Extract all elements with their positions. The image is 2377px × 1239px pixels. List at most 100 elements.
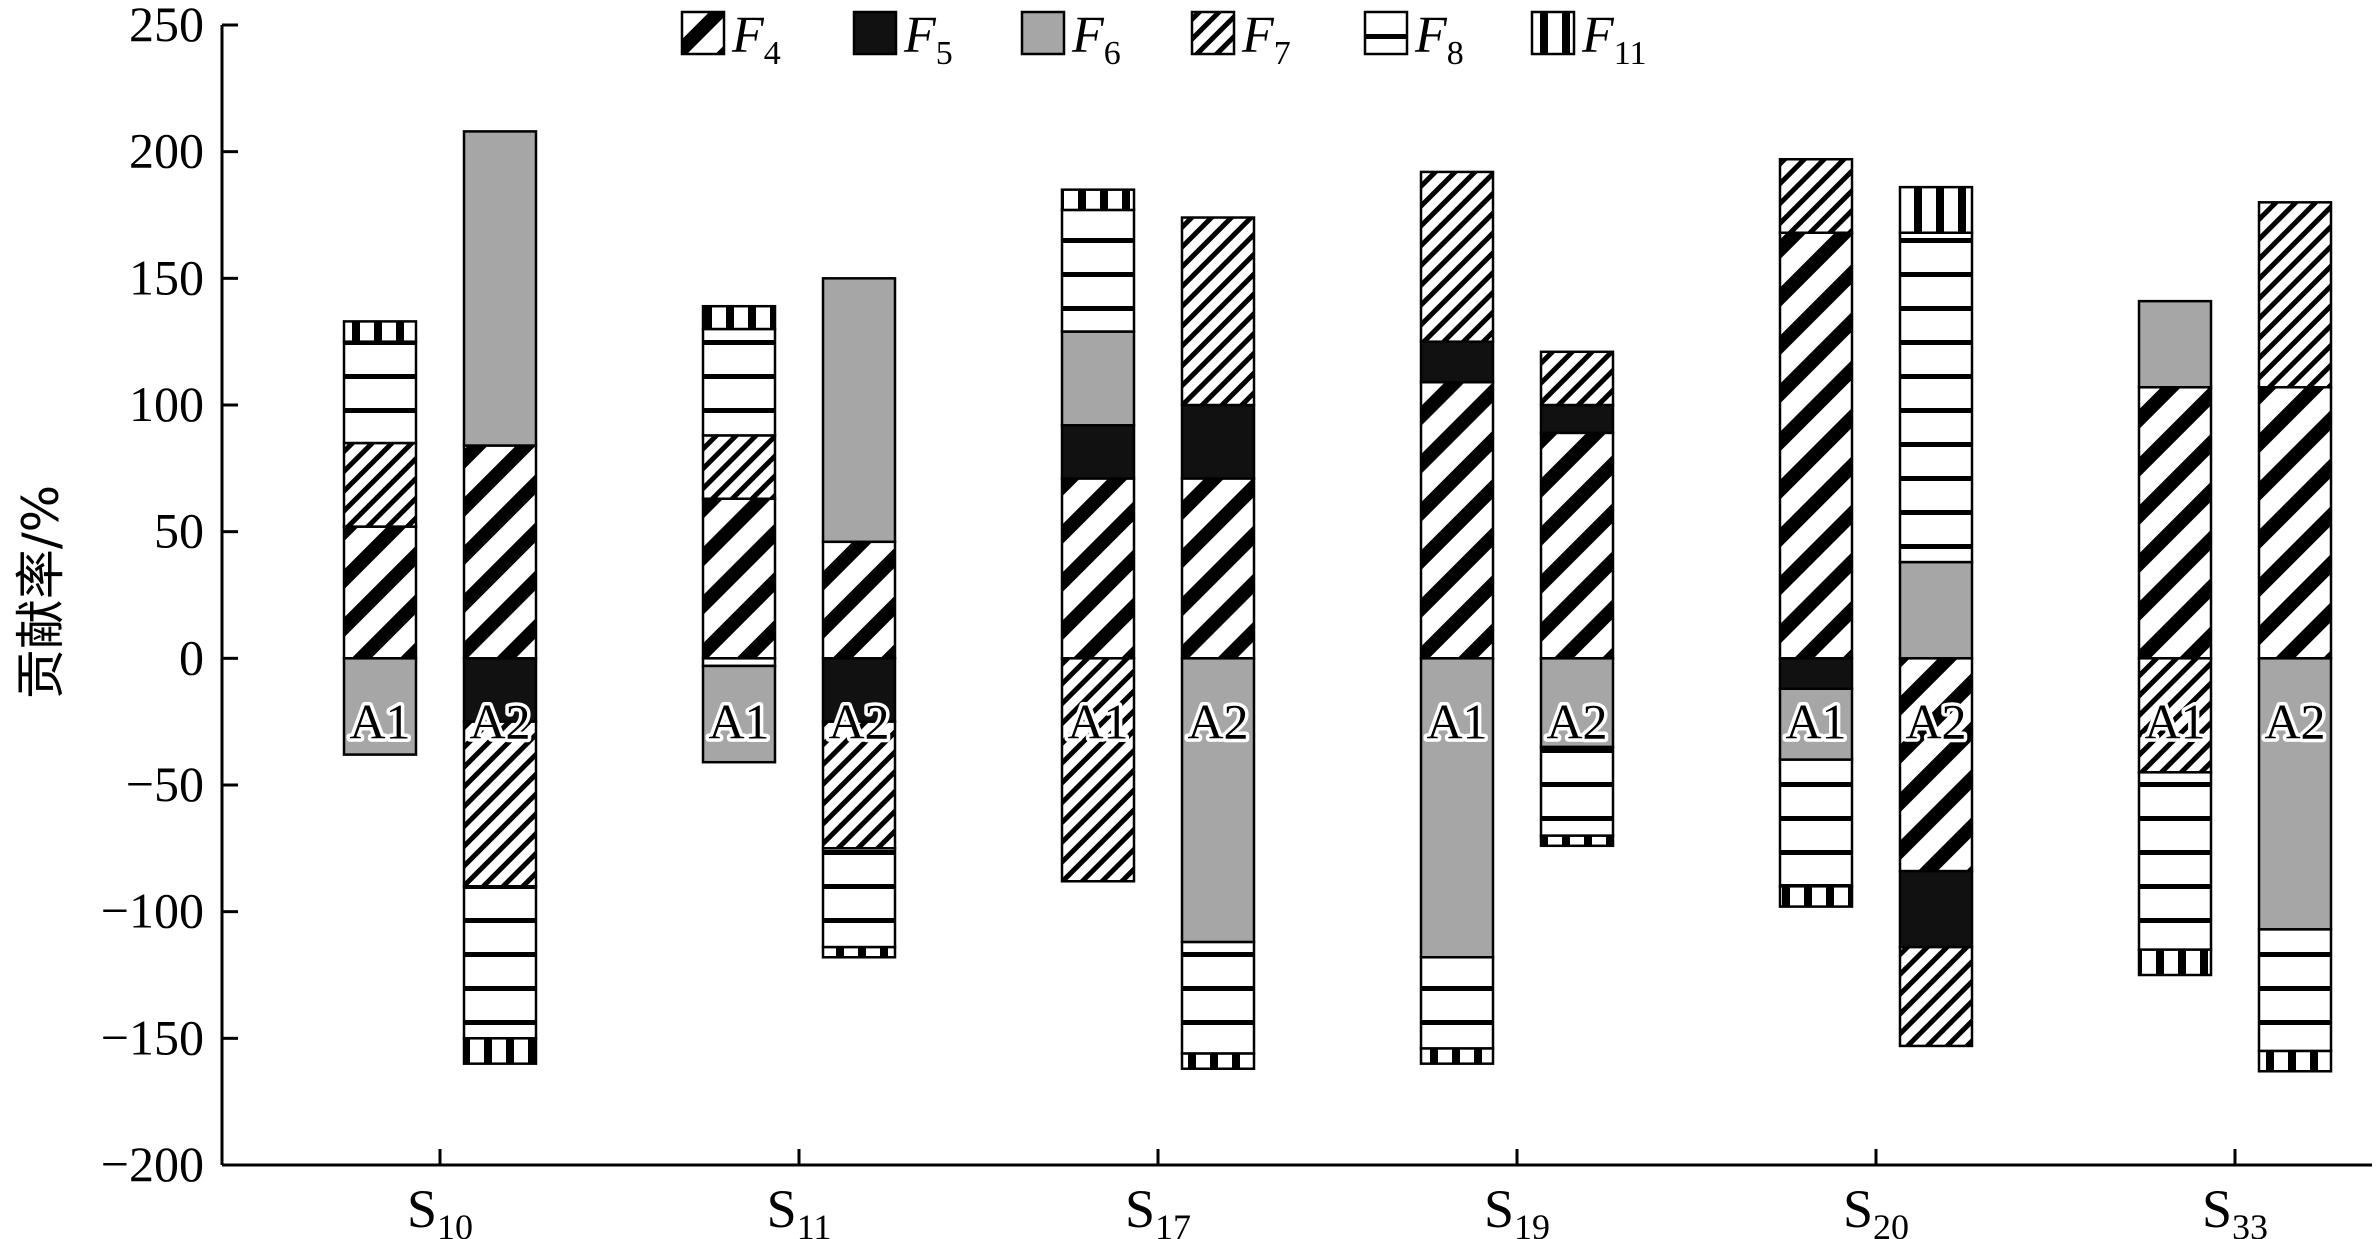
bar-segment [1539, 350, 1615, 407]
bar-segment [1778, 758, 1854, 888]
bar-segment [1778, 158, 1854, 234]
bar-segment [2137, 948, 2213, 977]
bar-segment [1419, 657, 1495, 959]
x-category-label: S11 [767, 1179, 832, 1239]
legend-swatch [1363, 10, 1409, 56]
bar-segment [1898, 560, 1974, 660]
legend-label: F11 [1581, 7, 1647, 72]
bar-segment [701, 664, 777, 764]
stacked-bar: A2 [462, 130, 538, 1065]
bar-segment [342, 340, 418, 445]
bar-segment [2257, 201, 2333, 389]
stacked-bar: A2 [2257, 201, 2333, 1073]
bar-segment [1778, 885, 1854, 908]
bar-segment [1419, 1047, 1495, 1065]
x-axis: S10 S11 S17 S19 S20 S33 [222, 1149, 2372, 1239]
bar-segment [1180, 657, 1256, 944]
bar-segment [1898, 945, 1974, 1048]
y-tick-label: −100 [101, 883, 204, 939]
category-group: A1 A2 [1060, 188, 1256, 1070]
bar-segment [701, 327, 777, 437]
bar-segment [462, 720, 538, 888]
bar-segment [821, 847, 897, 949]
legend-swatch [852, 10, 898, 56]
y-tick-label: 0 [179, 629, 204, 685]
bar-segment [1419, 340, 1495, 384]
bar-segment [1778, 687, 1854, 761]
bar-segment [1180, 216, 1256, 407]
bar-segment [342, 525, 418, 660]
legend-item: F7 [1190, 7, 1291, 72]
stacked-bar: A2 [1180, 216, 1256, 1070]
stacked-bar: A2 [821, 277, 897, 959]
stacked-bar: A1 [1060, 188, 1136, 883]
category-group: A1 A2 [2137, 201, 2333, 1073]
bar-segment [1539, 657, 1615, 749]
bar-label: A2 [2264, 693, 2325, 749]
y-tick-label: 200 [129, 123, 204, 179]
bar-segment [1180, 940, 1256, 1055]
bar-segment [821, 720, 897, 850]
bar-segment [1539, 834, 1615, 848]
legend-item: F4 [680, 7, 781, 72]
y-tick-label: 50 [154, 503, 204, 559]
x-category-label: S19 [1484, 1179, 1550, 1239]
bar-label: A2 [1905, 693, 1966, 749]
legend-label: F6 [1071, 7, 1121, 72]
bar-segment [1898, 657, 1974, 873]
legend-swatch [680, 10, 726, 56]
bar-segment [1060, 208, 1136, 333]
bar-segment [2137, 386, 2213, 660]
x-category-label: S10 [407, 1179, 473, 1239]
category-group: A1 A2 [701, 277, 897, 959]
bar-segment [2257, 386, 2333, 660]
bar-label: A1 [1785, 693, 1846, 749]
bar-segment [821, 277, 897, 544]
stacked-bar: A1 [701, 304, 777, 764]
x-category-label: S17 [1125, 1179, 1191, 1239]
bar-segment [462, 444, 538, 660]
bar-label: A2 [828, 693, 889, 749]
bar-segment [2137, 771, 2213, 951]
stacked-bar: A2 [1898, 185, 1974, 1048]
y-tick-label: 100 [129, 376, 204, 432]
y-tick-label: 250 [129, 0, 204, 52]
stacked-bar: A1 [2137, 299, 2213, 977]
bar-segment [462, 885, 538, 1040]
bar-segment [1539, 745, 1615, 837]
bar-segment [462, 130, 538, 447]
bar-segment [1060, 188, 1136, 212]
legend-label: F8 [1414, 7, 1464, 72]
bar-label: A1 [349, 693, 410, 749]
legend-swatch [1190, 10, 1236, 56]
bar-label: A2 [1187, 693, 1248, 749]
bar-segment [462, 1037, 538, 1065]
bar-segment [2137, 299, 2213, 389]
bar-label: A2 [469, 693, 530, 749]
bar-segment [1539, 431, 1615, 660]
bar-segment [1419, 380, 1495, 660]
bar-segment [1060, 657, 1136, 883]
legend-swatch [1020, 10, 1066, 56]
bar-segment [1778, 231, 1854, 660]
bar-segment [1898, 185, 1974, 234]
y-tick-label: −150 [101, 1009, 204, 1065]
bar-segment [1180, 1052, 1256, 1070]
bar-segment [1180, 477, 1256, 660]
category-group: A1 A2 [1778, 158, 1974, 1048]
bar-segment [342, 441, 418, 528]
x-category-label: S20 [1843, 1179, 1909, 1239]
bar-label: A1 [708, 693, 769, 749]
legend-label: F7 [1241, 7, 1291, 72]
bar-segment [821, 540, 897, 660]
legend-item: F11 [1530, 7, 1647, 72]
bar-segment [1419, 956, 1495, 1050]
y-tick-label: −200 [101, 1136, 204, 1192]
bar-segment [701, 497, 777, 660]
y-tick-label: −50 [126, 756, 204, 812]
y-axis-title: 贡献率/% [12, 485, 70, 699]
bar-segment [2257, 1049, 2333, 1073]
legend-label: F5 [903, 7, 953, 72]
bar-segment [462, 657, 538, 723]
